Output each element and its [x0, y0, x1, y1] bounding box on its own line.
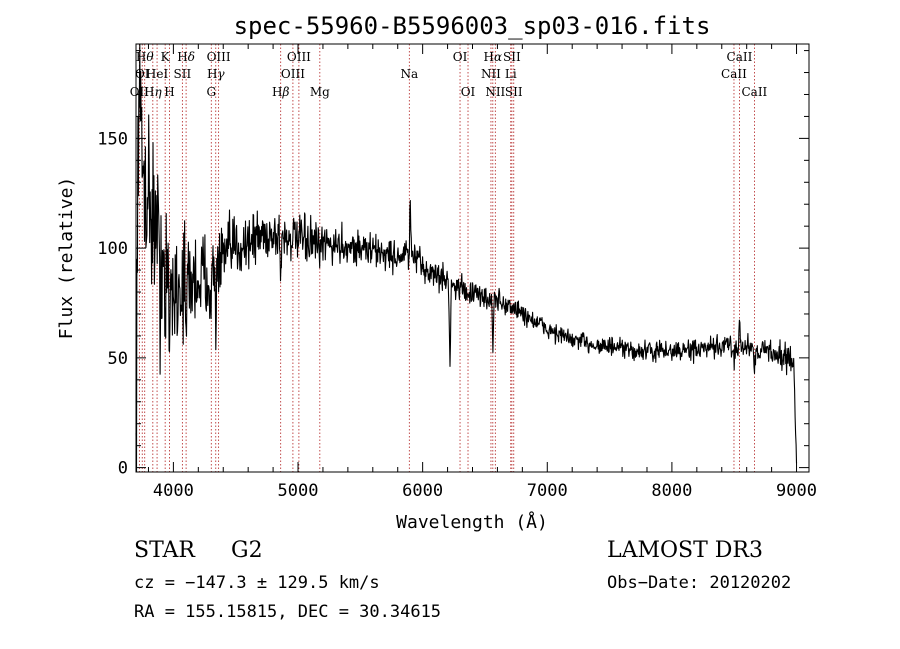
line-label: SII — [174, 67, 192, 81]
axis-ticks — [136, 44, 809, 472]
y-tick-label: 0 — [118, 459, 128, 479]
line-label: OIII — [207, 50, 231, 64]
chart-title: spec-55960-B5596003_sp03-016.fits — [234, 12, 711, 40]
x-axis-label: Wavelength (Å) — [396, 511, 548, 533]
y-tick-label: 100 — [97, 239, 128, 259]
x-tick-label: 8000 — [651, 481, 692, 501]
line-label: NII — [481, 67, 501, 81]
line-label: OI — [461, 85, 476, 99]
x-tick-label: 5000 — [278, 481, 319, 501]
coordinates: RA = 155.15815, DEC = 30.34615 — [134, 602, 442, 622]
line-label: H — [164, 85, 174, 99]
line-label: CaII — [721, 67, 747, 81]
x-tick-label: 7000 — [527, 481, 568, 501]
redshift-velocity: cz = −147.3 ± 129.5 km/s — [134, 573, 380, 593]
line-label: SII — [505, 85, 523, 99]
y-tick-label: 50 — [108, 349, 128, 369]
line-label: G — [206, 85, 216, 99]
spectral-line-labels: OIIOIHθHηHeIKHSIIHδGHγOIIIHβOIIIOIIIMgNa… — [130, 50, 768, 99]
line-label: K — [161, 50, 171, 64]
line-label: Mg — [310, 85, 330, 99]
line-label: Hθ — [136, 50, 154, 64]
observation-date: Obs−Date: 20120202 — [607, 573, 792, 593]
line-label: OI — [453, 50, 468, 64]
line-label: OIII — [281, 67, 305, 81]
object-subclass: G2 — [231, 538, 263, 563]
object-class: STAR — [134, 538, 195, 563]
line-label: Na — [400, 67, 418, 81]
line-label: Li — [505, 67, 517, 81]
y-tick-label: 150 — [97, 129, 128, 149]
line-label: NII — [485, 85, 505, 99]
line-label: CaII — [727, 50, 753, 64]
line-label: OIII — [287, 50, 311, 64]
y-axis-label: Flux (relative) — [56, 177, 77, 340]
x-tick-label: 9000 — [776, 481, 817, 501]
axis-tick-labels: 4000 5000 6000 7000 8000 9000 0 50 100 150 — [97, 129, 817, 501]
line-label: Hβ — [272, 85, 289, 99]
x-tick-label: 6000 — [402, 481, 443, 501]
spectrum-line — [135, 43, 798, 473]
line-label: SII — [503, 50, 521, 64]
x-tick-label: 4000 — [153, 481, 194, 501]
object-classification: STAR G2 — [134, 538, 263, 563]
line-label: Hδ — [177, 50, 195, 64]
survey-name: LAMOST DR3 — [607, 538, 763, 563]
line-label: OI — [135, 67, 150, 81]
line-label: Hα — [484, 50, 503, 64]
line-label: HeI — [146, 67, 169, 81]
line-label: Hη — [144, 85, 162, 99]
line-label: CaII — [741, 85, 767, 99]
line-label: Hγ — [207, 67, 225, 81]
